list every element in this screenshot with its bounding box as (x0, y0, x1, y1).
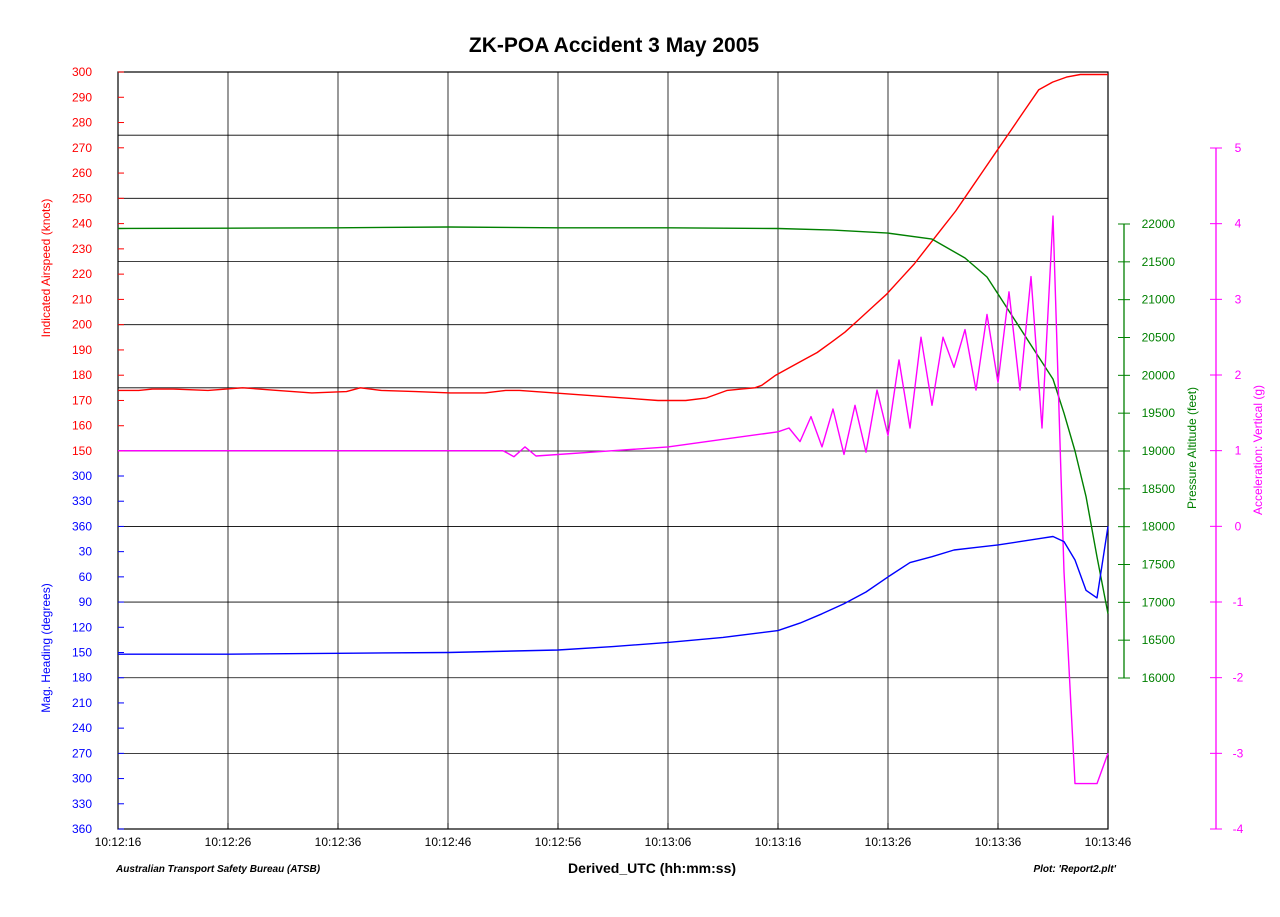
heading-tick-label: 300 (72, 469, 92, 483)
accel-axis-label: Acceleration: Vertical (g) (1251, 385, 1265, 515)
grid-lines (118, 72, 1108, 829)
accel-axis: 5 4 3 2 1 0 -1 -2 -3 -4 (1210, 141, 1244, 836)
airspeed-tick-label: 260 (72, 166, 92, 180)
airspeed-tick-label: 240 (72, 217, 92, 231)
x-tick-label: 10:12:56 (535, 835, 582, 849)
airspeed-tick-label: 220 (72, 267, 92, 281)
airspeed-tick-label: 300 (72, 65, 92, 79)
x-tick-label: 10:13:16 (755, 835, 802, 849)
altitude-tick-label: 16000 (1142, 671, 1176, 685)
x-axis: 10:12:16 10:12:26 10:12:36 10:12:46 10:12:56… (95, 823, 1132, 849)
heading-tick-label: 210 (72, 696, 92, 710)
heading-tick-label: 180 (72, 671, 92, 685)
series-line-altitude (117, 226, 1109, 614)
airspeed-tick-label: 210 (72, 292, 92, 306)
accel-tick-label: 5 (1235, 141, 1242, 155)
accel-tick-label: 0 (1235, 519, 1242, 533)
accel-tick-label: 1 (1235, 444, 1242, 458)
heading-tick-label: 360 (72, 822, 92, 836)
accel-tick-label: -3 (1233, 746, 1244, 760)
airspeed-tick-label: 250 (72, 191, 92, 205)
footer-right: Plot: 'Report2.plt' (1033, 864, 1116, 875)
airspeed-tick-label: 160 (72, 419, 92, 433)
heading-tick-label: 330 (72, 797, 92, 811)
altitude-axis-label: Pressure Altitude (feet) (1185, 387, 1199, 509)
x-tick-label: 10:13:46 (1085, 835, 1132, 849)
altitude-tick-label: 18500 (1142, 482, 1176, 496)
x-tick-label: 10:13:26 (865, 835, 912, 849)
airspeed-tick-label: 230 (72, 242, 92, 256)
altitude-tick-label: 20500 (1142, 331, 1176, 345)
airspeed-tick-label: 270 (72, 141, 92, 155)
accel-tick-label: 3 (1235, 292, 1242, 306)
airspeed-tick-label: 180 (72, 368, 92, 382)
heading-axis-label: Mag. Heading (degrees) (39, 583, 53, 712)
altitude-tick-label: 16500 (1142, 633, 1176, 647)
airspeed-tick-label: 280 (72, 116, 92, 130)
airspeed-axis: 300 290 280 270 260 250 240 230 220 210 200 190 180 1… (72, 65, 124, 458)
airspeed-axis-label: Indicated Airspeed (knots) (39, 199, 53, 338)
airspeed-tick-label: 290 (72, 90, 92, 104)
heading-tick-label: 270 (72, 746, 92, 760)
heading-tick-label: 30 (79, 545, 93, 559)
heading-tick-label: 120 (72, 620, 92, 634)
altitude-axis: 22000 21500 21000 20500 20000 19500 19000 18500… (1118, 217, 1175, 685)
accel-tick-label: -1 (1233, 595, 1244, 609)
accel-tick-label: -4 (1233, 822, 1244, 836)
heading-axis: 300 330 360 30 60 90 120 150 180 210 240 270 300 330 3… (72, 469, 124, 836)
accel-tick-label: 4 (1235, 217, 1242, 231)
airspeed-tick-label: 200 (72, 318, 92, 332)
x-tick-label: 10:12:46 (425, 835, 472, 849)
x-tick-label: 10:13:36 (975, 835, 1022, 849)
altitude-tick-label: 17000 (1142, 595, 1176, 609)
altitude-tick-label: 18000 (1142, 520, 1176, 534)
series-line-accel (118, 215, 1109, 785)
airspeed-tick-label: 190 (72, 343, 92, 357)
altitude-tick-label: 21000 (1142, 293, 1176, 307)
airspeed-tick-label: 150 (72, 444, 92, 458)
heading-tick-label: 360 (72, 519, 92, 533)
footer-left: Australian Transport Safety Bureau (ATSB… (115, 864, 321, 875)
series-line-heading (118, 526, 1109, 655)
x-axis-label: Derived_UTC (hh:mm:ss) (568, 860, 736, 876)
altitude-tick-label: 17500 (1142, 558, 1176, 572)
chart-title: ZK-POA Accident 3 May 2005 (469, 34, 760, 57)
x-tick-label: 10:12:36 (315, 835, 362, 849)
altitude-tick-label: 22000 (1142, 217, 1176, 231)
heading-tick-label: 150 (72, 646, 92, 660)
altitude-tick-label: 19000 (1142, 444, 1176, 458)
x-tick-label: 10:12:26 (205, 835, 252, 849)
altitude-tick-label: 21500 (1142, 255, 1176, 269)
x-tick-label: 10:12:16 (95, 835, 142, 849)
accel-tick-label: -2 (1233, 671, 1244, 685)
heading-tick-label: 90 (79, 595, 93, 609)
heading-tick-label: 330 (72, 494, 92, 508)
heading-tick-label: 60 (79, 570, 93, 584)
altitude-tick-label: 20000 (1142, 368, 1176, 382)
airspeed-tick-label: 170 (72, 393, 92, 407)
series-layer (117, 73, 1109, 785)
heading-tick-label: 300 (72, 772, 92, 786)
x-tick-label: 10:13:06 (645, 835, 692, 849)
series-line-airspeed (118, 73, 1108, 402)
accel-tick-label: 2 (1235, 368, 1242, 382)
heading-tick-label: 240 (72, 721, 92, 735)
altitude-tick-label: 19500 (1142, 406, 1176, 420)
